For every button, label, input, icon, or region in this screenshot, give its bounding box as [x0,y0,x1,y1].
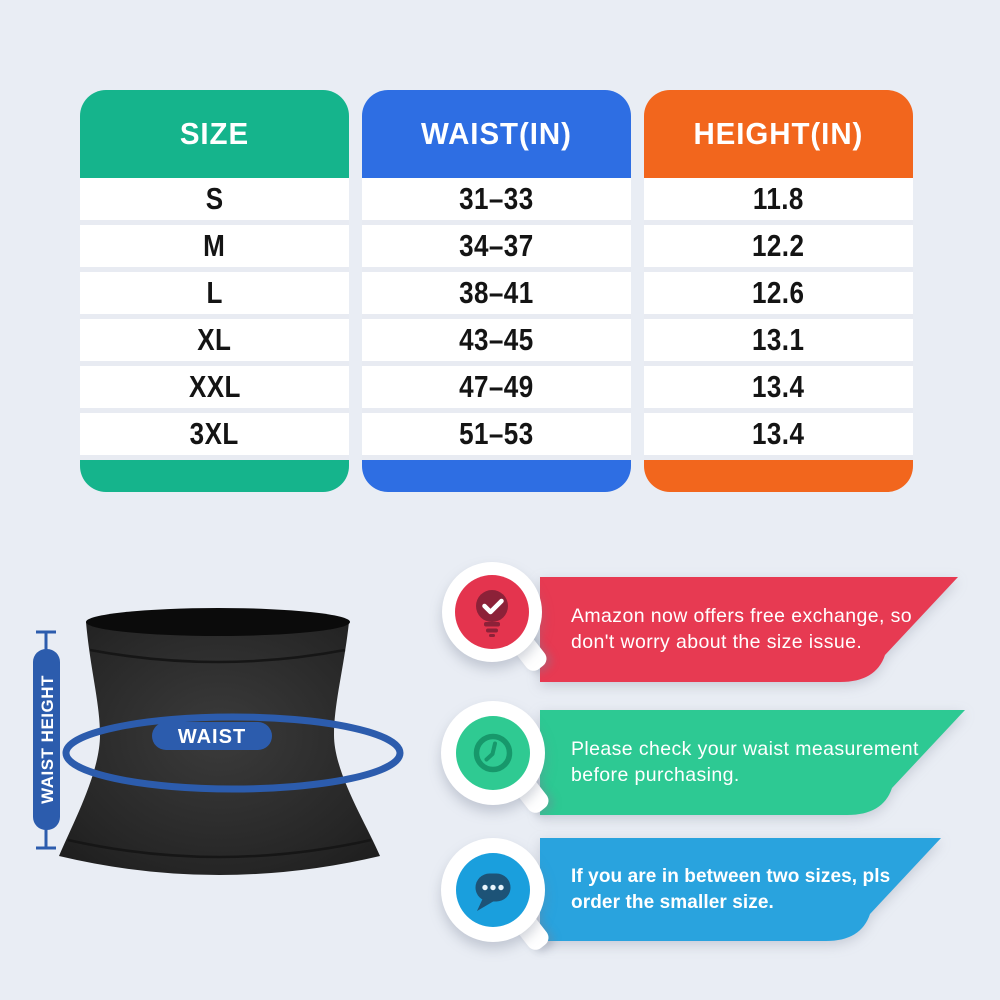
waist-height-ruler: WAIST HEIGHT [33,630,60,850]
chat-dots-icon [456,853,530,927]
table-cell-size-m: M [80,225,349,272]
lightbulb-check-icon [455,575,529,649]
size-chart-table: SIZE S M L XL XXL 3XL WAIST(IN) 31–33 34… [80,90,913,492]
table-cell-waist-m: 34–37 [362,225,631,272]
waist-trainer-illustration: WAIST WAIST HEIGHT [33,608,404,875]
size-column-header: SIZE [80,90,349,178]
tip-icon-check-measurement [441,701,553,817]
table-cell-size-xl: XL [80,319,349,366]
size-header-label: SIZE [179,116,250,151]
table-cell-size-xxl: XXL [80,366,349,413]
waist-label: WAIST [178,726,246,748]
tip-banner-between-sizes: If you are in between two sizes, pls ord… [540,838,941,941]
height-column-footer [644,460,913,492]
tip-banner-check-measurement: Please check your waist measurement befo… [540,710,965,815]
table-cell-height-s: 11.8 [644,178,913,225]
tip-icon-free-exchange [442,562,551,675]
table-cell-size-l: L [80,272,349,319]
size-column: SIZE S M L XL XXL 3XL [80,90,349,492]
waist-label-pill: WAIST [152,722,272,750]
table-cell-waist-xl: 43–45 [362,319,631,366]
size-column-footer [80,460,349,492]
table-cell-waist-l: 38–41 [362,272,631,319]
tip-ribbon-shape [540,577,958,682]
table-cell-waist-3xl: 51–53 [362,413,631,460]
table-cell-size-3xl: 3XL [80,413,349,460]
tip-ribbon-shape [540,838,941,941]
height-column: HEIGHT(IN) 11.8 12.2 12.6 13.1 13.4 13.4 [644,90,913,492]
waist-column-footer [362,460,631,492]
waist-column-header: WAIST(IN) [362,90,631,178]
waist-measure-ellipse [62,713,404,793]
tip-text: If you are in between two sizes, pls ord… [571,866,891,913]
table-cell-height-l: 12.6 [644,272,913,319]
table-cell-waist-s: 31–33 [362,178,631,225]
waist-trainer-diagram: WAIST WAIST HEIGHT [28,598,438,903]
tip-icon-between-sizes [441,838,553,954]
tip-text: Please check your waist measurement befo… [571,737,919,786]
waist-height-label: WAIST HEIGHT [38,675,57,804]
tip-banner-free-exchange: Amazon now offers free exchange, so don'… [540,577,958,682]
table-cell-size-s: S [80,178,349,225]
tip-ribbon-shape [540,710,965,815]
tip-text: Amazon now offers free exchange, so don'… [571,604,912,653]
clock-icon [456,716,530,790]
table-cell-waist-xxl: 47–49 [362,366,631,413]
table-cell-height-m: 12.2 [644,225,913,272]
table-cell-height-xxl: 13.4 [644,366,913,413]
height-header-label: HEIGHT(IN) [693,116,864,151]
waist-header-label: WAIST(IN) [421,116,572,151]
table-cell-height-xl: 13.1 [644,319,913,366]
waist-column: WAIST(IN) 31–33 34–37 38–41 43–45 47–49 … [362,90,631,492]
table-cell-height-3xl: 13.4 [644,413,913,460]
height-column-header: HEIGHT(IN) [644,90,913,178]
